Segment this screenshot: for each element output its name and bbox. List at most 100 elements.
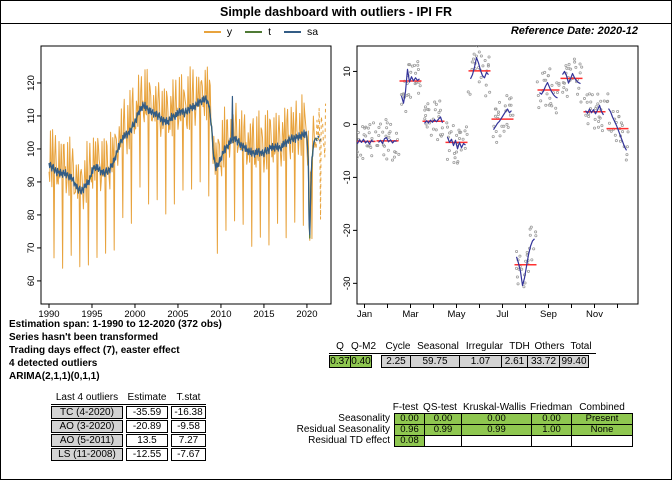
x-axis-tick-label: 1995	[81, 309, 102, 320]
si-ratio-dot	[476, 46, 480, 48]
seasonal-factor-line	[424, 116, 444, 124]
si-ratio-dot	[582, 97, 586, 101]
si-ratio-dot	[418, 84, 422, 88]
si-ratio-dot	[597, 119, 601, 123]
si-ratio-dot	[509, 96, 513, 100]
x-axis-tick-label: Nov	[586, 309, 603, 320]
seasonal-factor-line	[378, 137, 397, 145]
si-ratio-dot	[593, 126, 597, 130]
si-ratio-dot	[438, 108, 442, 112]
x-axis-tick-label: 2005	[167, 309, 188, 320]
si-ratio-dot	[452, 161, 456, 165]
quality-stat-cell: 33.72	[527, 355, 560, 368]
legend-item-sa: sa	[284, 26, 318, 38]
si-ratio-dot	[455, 150, 459, 154]
si-ratio-dot	[565, 94, 569, 98]
plot-frame	[356, 45, 639, 305]
si-ratio-dot	[434, 128, 438, 132]
si-ratio-dot	[528, 227, 532, 231]
seasonality-test-cell: 0.08	[394, 435, 425, 447]
y-axis-tick-label: -10	[342, 171, 353, 185]
outlier-value-cell: 13.5	[126, 434, 168, 447]
diagnostic-line: Trading days effect (7), easter effect	[9, 345, 180, 356]
si-ratio-dot	[472, 52, 476, 56]
si-ratio-dot	[514, 266, 518, 270]
seasonal-factor-line	[561, 70, 581, 85]
diagnostic-line: Estimation span: 1-1990 to 12-2020 (372 …	[9, 319, 222, 330]
si-ratio-dot	[487, 55, 491, 59]
si-ratio-dot	[585, 93, 589, 97]
si-ratio-dot	[425, 125, 429, 129]
si-ratio-dot	[384, 118, 388, 122]
si-ratio-dot	[445, 125, 449, 129]
si-ratio-dot	[483, 59, 487, 63]
si-ratio-dot	[354, 131, 356, 133]
si-ratio-dot	[364, 125, 368, 129]
si-ratio-dot	[456, 160, 460, 164]
si-ratio-dot	[555, 91, 559, 95]
y-axis-tick-label: 60	[26, 276, 37, 287]
si-ratio-dot	[477, 42, 479, 44]
si-ratio-dot	[455, 133, 459, 137]
si-ratio-dot	[416, 63, 420, 67]
si-ratio-dot	[459, 130, 463, 134]
si-ratio-dot	[578, 71, 582, 75]
si-ratio-dot	[625, 145, 629, 149]
si-ratio-dot	[367, 131, 371, 135]
outlier-row: AO (3-2020) -20.89 -9.58	[51, 420, 206, 433]
si-ratio-dot	[426, 102, 430, 106]
quality-header: Q-M2	[351, 341, 376, 352]
outlier-value-cell: -16.38	[171, 406, 206, 419]
si-ratio-dot	[545, 92, 549, 96]
si-ratio-dot	[382, 153, 386, 157]
si-ratio-dot	[625, 153, 629, 157]
si-ratio-dot	[366, 144, 370, 148]
si-ratio-dot	[440, 126, 444, 130]
si-ratio-dot	[534, 230, 538, 234]
si-ratio-dot	[491, 135, 495, 139]
si-ratio-dot	[370, 154, 374, 158]
si-ratio-dot	[508, 113, 512, 117]
si-ratio-dot	[392, 155, 396, 159]
si-ratio-dot	[434, 102, 438, 106]
si-ratio-dot	[423, 117, 427, 121]
seasonal-subseries-chart: 10 0 -10 -20 -30 Jan Mar May Jul Sep Nov	[342, 42, 639, 320]
si-ratio-dot	[377, 134, 381, 138]
legend-label-y: y	[226, 26, 233, 38]
si-ratio-dot	[381, 130, 385, 134]
si-ratio-dot	[388, 130, 392, 134]
legend-item-t: t	[245, 26, 271, 38]
si-ratio-dot	[386, 148, 390, 152]
si-ratio-dot	[557, 81, 561, 85]
si-ratio-dot	[436, 138, 440, 142]
si-ratio-dot	[494, 129, 498, 133]
trend-forecast-line	[314, 137, 321, 140]
y-axis-tick-label: 70	[26, 243, 37, 254]
x-axis-tick-label: Jan	[357, 309, 372, 320]
si-ratio-dot	[424, 113, 428, 117]
si-ratio-dot	[606, 99, 610, 103]
outliers-header: T.stat	[176, 392, 201, 403]
si-ratio-dot	[565, 88, 569, 92]
si-ratio-dot	[445, 121, 449, 125]
t-series-swatch	[245, 31, 263, 33]
legend-label-t: t	[268, 26, 272, 38]
seasonality-header: Friedman	[530, 402, 573, 413]
si-ratio-dot	[547, 103, 551, 107]
si-ratio-dot	[445, 157, 449, 161]
si-ratio-dot	[529, 225, 533, 229]
si-ratio-dot	[481, 64, 485, 68]
seasonal-factor-line	[585, 104, 605, 116]
si-ratio-dot	[382, 144, 386, 148]
si-ratio-dot	[606, 92, 610, 96]
si-ratio-dot	[379, 122, 383, 126]
si-ratio-dot	[369, 146, 373, 150]
main-series-chart: 1990 1995 2000 2005 2010 2015 2020 60 70 80 90 100 1…	[26, 45, 332, 320]
si-ratio-dot	[495, 140, 499, 144]
si-ratio-dot	[624, 158, 628, 162]
spacer	[373, 342, 383, 352]
si-ratio-dot	[477, 50, 481, 54]
si-ratio-dot	[423, 108, 427, 112]
si-ratio-dot	[429, 133, 433, 137]
si-ratio-dot	[596, 125, 600, 129]
